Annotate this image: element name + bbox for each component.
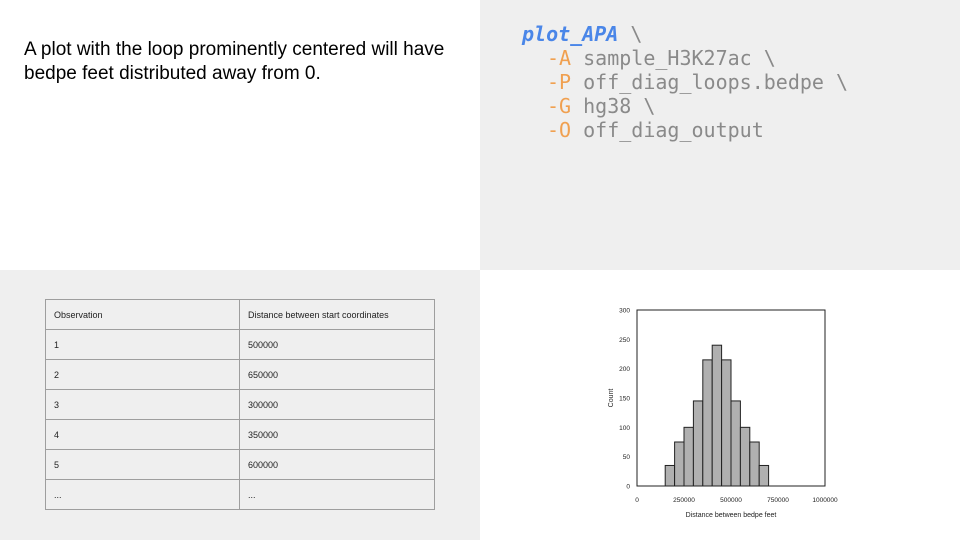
histogram-chart: 0 50 100 150 200 250 300 0 250000 500000 750000 100… <box>608 308 838 520</box>
line-continuation: \ <box>836 70 849 94</box>
histogram-bar <box>711 344 723 487</box>
table-row: 4 350000 <box>45 419 435 450</box>
command-name: plot_APA <box>522 22 619 46</box>
histogram-bar <box>692 400 704 487</box>
column-header: Distance between start coordinates <box>239 299 435 330</box>
histogram-bar <box>730 400 741 487</box>
y-tick-label: 300 <box>619 308 630 315</box>
histogram-bar <box>749 441 760 487</box>
x-tick-label: 500000 <box>720 497 742 504</box>
x-tick-label: 250000 <box>673 497 695 504</box>
y-tick-label: 100 <box>619 425 630 432</box>
histogram-bar <box>758 464 770 487</box>
table-cell: 1 <box>45 329 240 360</box>
table-row: 1 500000 <box>45 329 435 360</box>
y-axis-label: Count <box>608 389 615 408</box>
caption-panel <box>0 0 480 270</box>
table-cell: ... <box>239 479 435 510</box>
table-cell: 5 <box>45 449 240 480</box>
x-tick-label: 0 <box>635 497 639 504</box>
histogram-bar <box>683 426 694 487</box>
y-tick-label: 200 <box>619 366 630 373</box>
code-line-arg: -G hg38 \ <box>522 94 848 118</box>
table-row: 5 600000 <box>45 449 435 480</box>
table-cell: 2 <box>45 359 240 390</box>
arg-value: off_diag_output <box>583 118 764 142</box>
x-tick-label: 1000000 <box>812 497 838 504</box>
table-cell: 650000 <box>239 359 435 390</box>
table-cell: 3 <box>45 389 240 420</box>
table-cell: 300000 <box>239 389 435 420</box>
table-row: 3 300000 <box>45 389 435 420</box>
arg-flag: -P <box>547 70 572 94</box>
code-line-arg: -O off_diag_output <box>522 118 848 142</box>
arg-value: hg38 <box>583 94 632 118</box>
table-header-row: Observation Distance between start coord… <box>45 299 435 330</box>
arg-flag: -O <box>547 118 572 142</box>
x-tick-label: 750000 <box>767 497 789 504</box>
line-continuation: \ <box>763 46 776 70</box>
histogram-bar <box>674 441 685 487</box>
table-cell: ... <box>45 479 240 510</box>
column-header: Observation <box>45 299 240 330</box>
code-line-command: plot_APA \ <box>522 22 848 46</box>
code-panel <box>480 0 960 270</box>
y-tick-label: 250 <box>619 337 630 344</box>
y-tick-label: 50 <box>623 454 631 461</box>
x-axis-label: Distance between bedpe feet <box>686 512 777 519</box>
line-continuation: \ <box>630 22 643 46</box>
arg-value: sample_H3K27ac <box>583 46 752 70</box>
observation-table: Observation Distance between start coord… <box>45 299 435 510</box>
table-cell: 4 <box>45 419 240 450</box>
table-cell: 350000 <box>239 419 435 450</box>
code-block: plot_APA \ -A sample_H3K27ac \ -P off_diag… <box>522 22 848 142</box>
histogram-bar <box>721 359 732 487</box>
histogram-bar <box>702 359 713 487</box>
line-continuation: \ <box>643 94 656 118</box>
table-cell: 500000 <box>239 329 435 360</box>
y-tick-label: 0 <box>626 484 630 491</box>
table-cell: 600000 <box>239 449 435 480</box>
arg-flag: -A <box>547 46 572 70</box>
histogram-bar <box>739 426 751 487</box>
y-tick-label: 150 <box>619 396 630 403</box>
table-row: ... ... <box>45 479 435 510</box>
code-line-arg: -P off_diag_loops.bedpe \ <box>522 70 848 94</box>
arg-flag: -G <box>547 94 572 118</box>
arg-value: off_diag_loops.bedpe <box>583 70 824 94</box>
table-row: 2 650000 <box>45 359 435 390</box>
histogram-bar <box>664 464 676 487</box>
code-line-arg: -A sample_H3K27ac \ <box>522 46 848 70</box>
caption-text: A plot with the loop prominently centere… <box>24 39 445 84</box>
